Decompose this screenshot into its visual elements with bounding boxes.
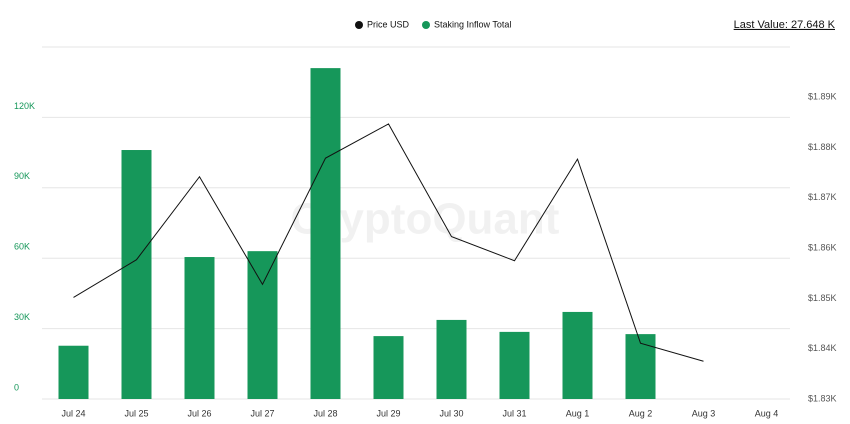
x-tick-label: Aug 3 [692, 408, 716, 418]
x-tick-label: Aug 4 [755, 408, 779, 418]
y2-tick-label: $1.84K [808, 343, 837, 353]
bar [58, 345, 89, 399]
x-tick-label: Jul 25 [124, 408, 148, 418]
bar [436, 319, 467, 399]
last-value: Last Value: 27.648 K [734, 19, 836, 31]
x-tick-label: Jul 29 [376, 408, 400, 418]
bar [184, 257, 215, 399]
y2-tick-label: $1.83K [808, 393, 837, 403]
bar [625, 334, 656, 399]
y-tick-label: 90K [14, 171, 30, 181]
y2-tick-label: $1.86K [808, 243, 837, 253]
x-tick-label: Jul 26 [187, 408, 211, 418]
bar [373, 336, 404, 399]
legend-marker [355, 21, 363, 29]
x-tick-label: Aug 1 [566, 408, 590, 418]
x-tick-label: Jul 24 [61, 408, 85, 418]
y-tick-label: 120K [14, 101, 35, 111]
bar [562, 311, 593, 399]
price-line [73, 123, 704, 362]
y2-tick-label: $1.88K [808, 142, 837, 152]
y2-tick-label: $1.87K [808, 192, 837, 202]
x-tick-label: Jul 31 [502, 408, 526, 418]
bar [310, 68, 341, 400]
x-tick-label: Jul 27 [250, 408, 274, 418]
x-tick-label: Aug 2 [629, 408, 653, 418]
legend-label: Staking Inflow Total [434, 19, 511, 29]
y-tick-label: 0 [14, 382, 19, 392]
y2-tick-label: $1.85K [808, 293, 837, 303]
legend-label: Price USD [367, 19, 410, 29]
x-tick-label: Jul 28 [313, 408, 337, 418]
bar [247, 251, 278, 399]
bar [499, 331, 530, 399]
y-tick-label: 60K [14, 242, 30, 252]
bar [121, 150, 152, 399]
y-tick-label: 30K [14, 312, 30, 322]
y2-tick-label: $1.89K [808, 92, 837, 102]
legend-marker [422, 21, 430, 29]
x-tick-label: Jul 30 [439, 408, 463, 418]
